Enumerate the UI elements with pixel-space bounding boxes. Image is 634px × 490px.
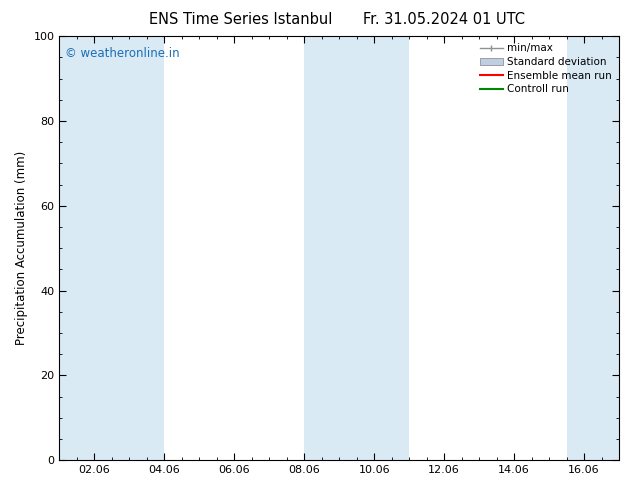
Bar bbox=[304, 36, 357, 460]
Bar bbox=[357, 36, 409, 460]
Bar bbox=[112, 36, 164, 460]
Legend: min/max, Standard deviation, Ensemble mean run, Controll run: min/max, Standard deviation, Ensemble me… bbox=[478, 41, 614, 97]
Bar bbox=[60, 36, 112, 460]
Text: © weatheronline.in: © weatheronline.in bbox=[65, 47, 179, 60]
Text: ENS Time Series Istanbul: ENS Time Series Istanbul bbox=[149, 12, 333, 27]
Text: Fr. 31.05.2024 01 UTC: Fr. 31.05.2024 01 UTC bbox=[363, 12, 525, 27]
Y-axis label: Precipitation Accumulation (mm): Precipitation Accumulation (mm) bbox=[15, 151, 28, 345]
Bar bbox=[567, 36, 619, 460]
